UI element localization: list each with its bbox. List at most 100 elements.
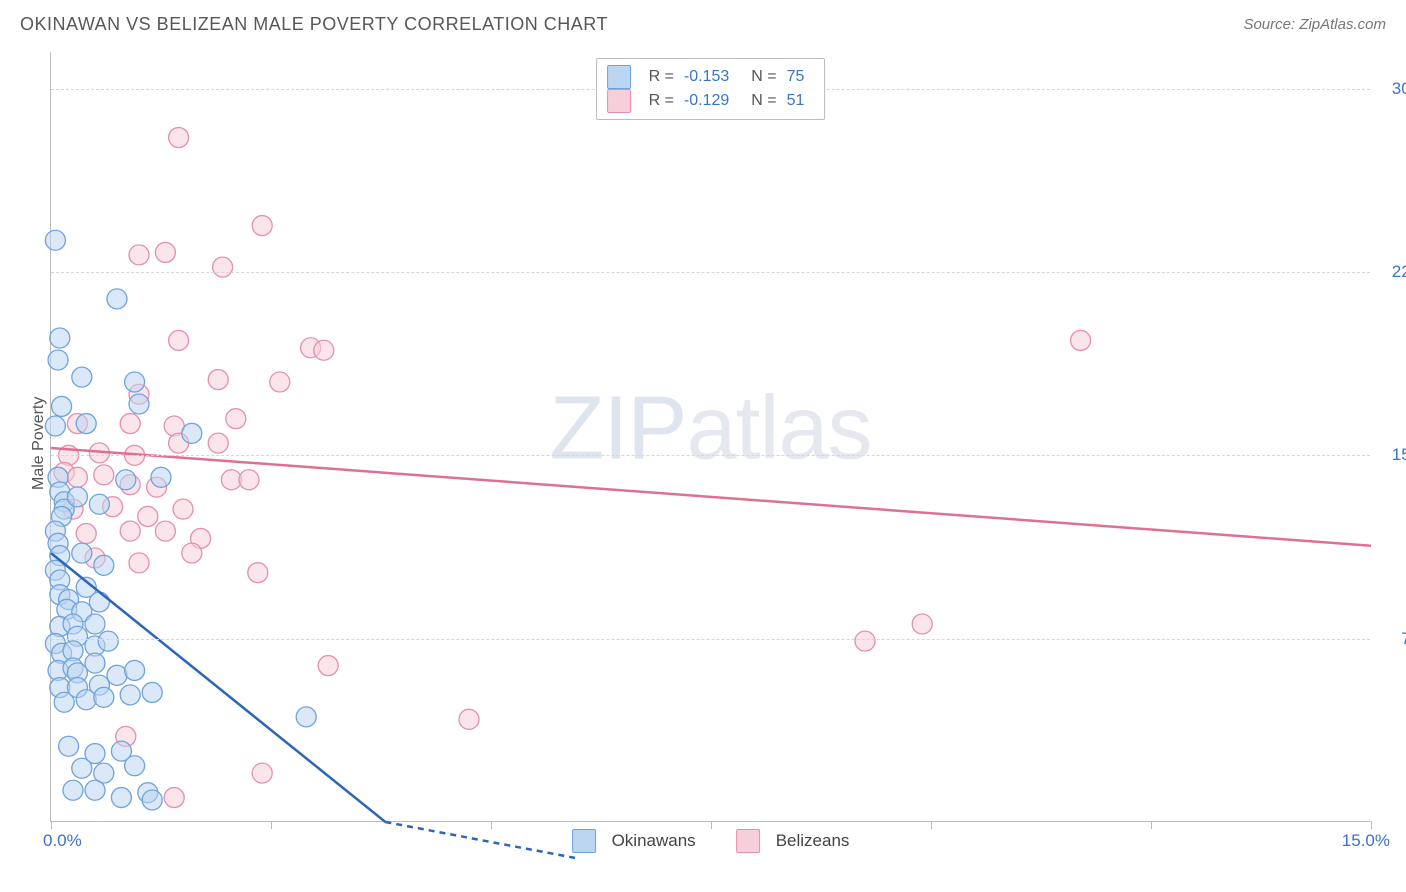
legend-item-belizeans: Belizeans	[736, 829, 850, 853]
x-axis-min-label: 0.0%	[43, 831, 82, 851]
swatch-belizeans	[607, 89, 631, 113]
data-point	[107, 289, 127, 309]
legend-correlation: R = -0.153 N = 75 R = -0.129 N = 51	[596, 58, 826, 120]
legend-okinawans-n: 75	[787, 68, 805, 86]
legend-row-belizeans: R = -0.129 N = 51	[607, 89, 815, 113]
data-point	[142, 790, 162, 810]
x-axis-max-label: 15.0%	[1342, 831, 1390, 851]
data-point	[72, 758, 92, 778]
data-point	[173, 499, 193, 519]
data-point	[138, 506, 158, 526]
y-axis-label: Male Poverty	[30, 397, 48, 490]
legend-series: Okinawans Belizeans	[572, 829, 850, 853]
data-point	[855, 631, 875, 651]
source-label: Source: ZipAtlas.com	[1243, 16, 1386, 33]
data-point	[54, 692, 74, 712]
data-point	[63, 780, 83, 800]
data-point	[125, 660, 145, 680]
data-point	[208, 370, 228, 390]
data-point	[318, 656, 338, 676]
legend-belizeans-r: -0.129	[684, 92, 729, 110]
data-point	[98, 631, 118, 651]
data-point	[52, 396, 72, 416]
data-point	[85, 780, 105, 800]
data-point	[129, 553, 149, 573]
data-point	[76, 414, 96, 434]
data-point	[155, 242, 175, 262]
data-point	[169, 330, 189, 350]
data-point	[85, 614, 105, 634]
trend-line	[51, 448, 1371, 546]
data-point	[252, 216, 272, 236]
data-point	[182, 423, 202, 443]
chart-title: OKINAWAN VS BELIZEAN MALE POVERTY CORREL…	[20, 14, 608, 34]
data-point	[129, 394, 149, 414]
data-point	[151, 467, 171, 487]
y-tick-label: 7.5%	[1380, 629, 1406, 649]
legend-item-okinawans: Okinawans	[572, 829, 696, 853]
chart-plot-area: ZIPatlas R = -0.153 N = 75 R = -0.129 N …	[50, 52, 1370, 822]
data-point	[120, 521, 140, 541]
data-point	[72, 543, 92, 563]
legend-n-label: N =	[751, 92, 776, 110]
data-point	[85, 653, 105, 673]
data-point	[213, 257, 233, 277]
data-point	[252, 763, 272, 783]
data-point	[107, 665, 127, 685]
swatch-belizeans	[736, 829, 760, 853]
data-point	[142, 682, 162, 702]
data-point	[169, 128, 189, 148]
legend-belizeans-label: Belizeans	[776, 831, 850, 851]
data-point	[89, 494, 109, 514]
data-point	[459, 709, 479, 729]
data-point	[296, 707, 316, 727]
legend-n-label: N =	[751, 68, 776, 86]
data-point	[912, 614, 932, 634]
data-point	[120, 685, 140, 705]
data-point	[226, 409, 246, 429]
gridline	[51, 455, 1370, 456]
data-point	[76, 524, 96, 544]
data-point	[89, 592, 109, 612]
legend-okinawans-r: -0.153	[684, 68, 729, 86]
swatch-okinawans	[572, 829, 596, 853]
data-point	[1071, 330, 1091, 350]
gridline	[51, 639, 1370, 640]
data-point	[59, 736, 79, 756]
x-tick	[1151, 821, 1152, 829]
data-point	[270, 372, 290, 392]
legend-okinawans-label: Okinawans	[612, 831, 696, 851]
y-tick-label: 30.0%	[1380, 79, 1406, 99]
data-point	[129, 245, 149, 265]
data-point	[248, 563, 268, 583]
trend-line	[385, 822, 579, 859]
x-tick	[51, 821, 52, 829]
data-point	[94, 555, 114, 575]
data-point	[120, 414, 140, 434]
x-tick	[491, 821, 492, 829]
y-tick-label: 22.5%	[1380, 262, 1406, 282]
data-point	[72, 367, 92, 387]
data-point	[111, 788, 131, 808]
swatch-okinawans	[607, 65, 631, 89]
data-point	[67, 467, 87, 487]
data-point	[164, 788, 184, 808]
x-tick	[271, 821, 272, 829]
chart-svg	[51, 52, 1370, 821]
legend-row-okinawans: R = -0.153 N = 75	[607, 65, 815, 89]
data-point	[239, 470, 259, 490]
data-point	[94, 687, 114, 707]
data-point	[125, 756, 145, 776]
data-point	[67, 487, 87, 507]
gridline	[51, 272, 1370, 273]
x-tick	[931, 821, 932, 829]
data-point	[314, 340, 334, 360]
x-tick	[711, 821, 712, 829]
x-tick	[1371, 821, 1372, 829]
data-point	[48, 350, 68, 370]
data-point	[45, 230, 65, 250]
legend-r-label: R =	[649, 92, 674, 110]
data-point	[76, 690, 96, 710]
data-point	[50, 328, 70, 348]
data-point	[208, 433, 228, 453]
